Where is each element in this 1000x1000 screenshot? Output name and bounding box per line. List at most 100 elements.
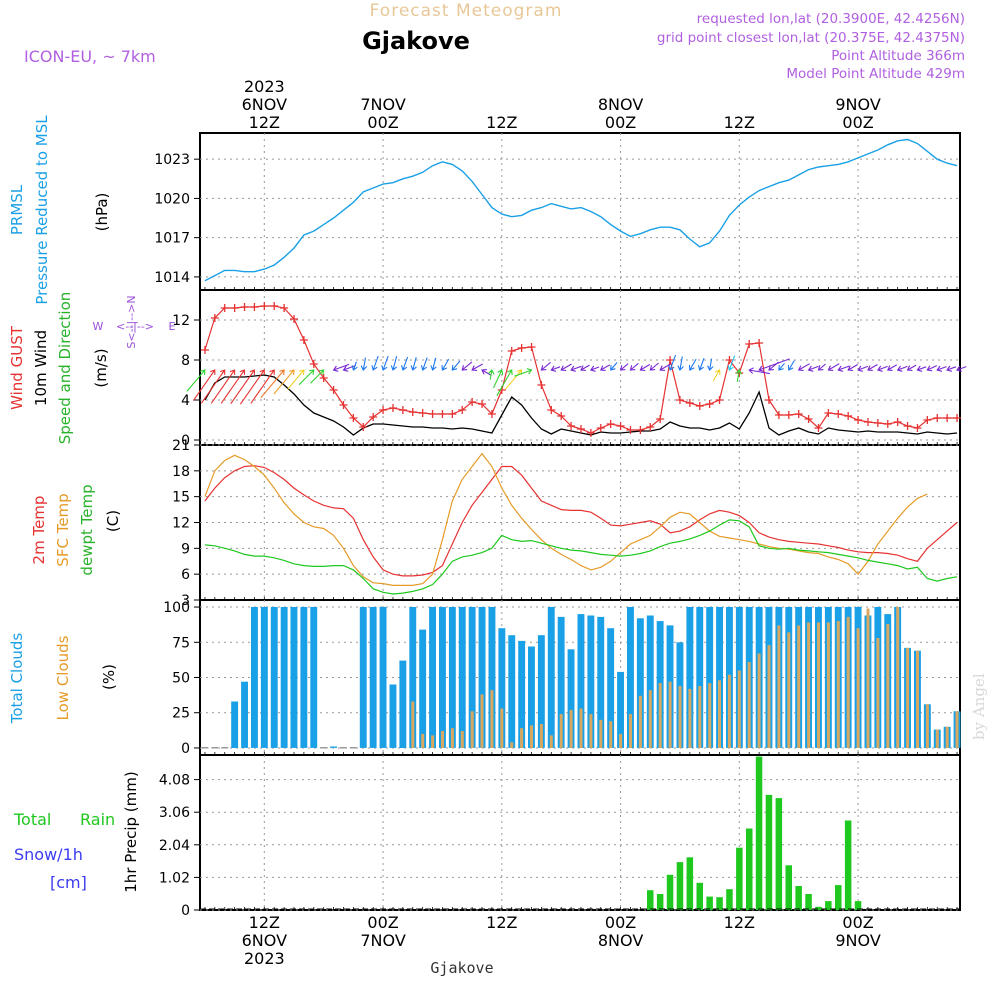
- low-cloud-bar: [530, 725, 533, 748]
- temp-label-2m: 2m Temp: [30, 496, 48, 565]
- wind-arrow: [186, 369, 206, 392]
- top-time-label: 00Z: [605, 113, 636, 132]
- total-cloud-bar: [547, 607, 555, 748]
- precip-label-rain: Rain: [80, 810, 115, 829]
- gust-marker: [863, 418, 872, 426]
- wind-label-gust: Wind GUST: [8, 325, 26, 410]
- bottom-time-label: 12Z: [249, 913, 280, 932]
- total-cloud-bar: [557, 616, 565, 748]
- gust-marker: [230, 304, 239, 312]
- wind-arrow: [837, 365, 850, 372]
- wind-arrow: [351, 361, 358, 371]
- gust-marker: [240, 303, 249, 311]
- low-cloud-bar: [906, 647, 910, 748]
- wind-arrow: [847, 364, 858, 371]
- low-cloud-bar: [876, 638, 880, 748]
- low-cloud-bar: [411, 701, 415, 748]
- gust-marker: [705, 400, 714, 408]
- rain-bar: [696, 882, 703, 910]
- low-cloud-bar: [549, 735, 553, 748]
- low-cloud-bar: [886, 624, 890, 748]
- low-cloud-bar: [450, 728, 454, 748]
- gust-marker: [943, 414, 952, 422]
- gust-marker: [260, 302, 269, 310]
- wind-arrow: [956, 365, 967, 372]
- wind-arrow: [514, 368, 533, 377]
- bottom-time-label: 00Z: [367, 913, 398, 932]
- total-cloud-bar: [488, 607, 496, 748]
- precip-bars: [200, 756, 960, 910]
- total-cloud-bar: [429, 607, 436, 748]
- y-tick-label: 25: [172, 706, 190, 722]
- y-tick-label: 3: [181, 593, 190, 609]
- wind-arrow: [712, 369, 721, 382]
- low-cloud-bar: [421, 733, 425, 748]
- gust-marker: [903, 422, 912, 430]
- gust-marker: [339, 401, 348, 409]
- rain-bar: [755, 756, 763, 910]
- rain-bar: [746, 828, 753, 910]
- wind-arrow: [342, 364, 356, 372]
- gust-marker: [576, 425, 585, 433]
- wind-arrow: [619, 363, 629, 371]
- wind-arrow: [298, 369, 315, 386]
- gust-marker: [329, 386, 338, 394]
- gust-marker: [586, 429, 595, 437]
- total-cloud-bar: [577, 614, 585, 748]
- wind-arrow: [639, 364, 651, 371]
- wind-arrow: [629, 362, 639, 371]
- low-cloud-bar: [688, 688, 692, 748]
- top-time-label: 12Z: [724, 113, 755, 132]
- bottom-time-label: 9NOV: [835, 931, 880, 950]
- watermark: by Angel: [970, 673, 988, 740]
- y-tick-label: 0: [181, 903, 190, 919]
- gust-marker: [547, 406, 556, 414]
- total-cloud-bar: [419, 629, 427, 748]
- y-tick-label: 3.06: [159, 805, 190, 821]
- rain-bar: [666, 874, 674, 910]
- gust-marker: [636, 426, 645, 434]
- wind-arrow: [787, 360, 795, 371]
- gust-marker: [388, 404, 397, 412]
- wind-arrow: [817, 363, 826, 371]
- rain-bar: [716, 897, 723, 910]
- wind-arrow: [260, 369, 285, 399]
- wind-arrow: [807, 365, 819, 372]
- wind-arrow: [220, 369, 246, 404]
- low-cloud-bar: [629, 714, 632, 748]
- gust-marker: [854, 416, 863, 424]
- pressure-unit: (hPa): [93, 193, 111, 232]
- y-tick-label: 9: [181, 541, 190, 557]
- low-cloud-bar: [698, 686, 702, 748]
- wind-arrow: [599, 364, 611, 371]
- wind-arrow: [748, 367, 770, 375]
- total-cloud-bar: [241, 681, 248, 748]
- bottom-time-label: 12Z: [724, 913, 755, 932]
- y-tick-label: 6: [181, 567, 190, 583]
- low-cloud-bar: [737, 670, 741, 748]
- dewpt-line: [204, 519, 958, 595]
- rain-bar: [815, 906, 822, 910]
- low-cloud-bar: [441, 731, 444, 748]
- total-cloud-bar: [636, 618, 644, 748]
- wind-arrow: [560, 363, 572, 371]
- bottom-time-label: 6NOV: [242, 931, 287, 950]
- wind-arrow: [735, 369, 742, 382]
- total-cloud-bar: [528, 646, 535, 748]
- gust-marker: [448, 410, 457, 418]
- y-tick-label: 8: [181, 353, 190, 369]
- precip-unit: 1hr Precip (mm): [122, 771, 140, 892]
- gust-marker: [794, 410, 803, 418]
- panel-pressure: 1014 1017 1020 1023: [154, 132, 961, 291]
- total-cloud-bar: [409, 607, 417, 748]
- precip-label-total: Total: [13, 810, 51, 829]
- requested-coords: requested lon,lat (20.3900E, 42.4256N): [697, 11, 965, 27]
- total-cloud-bar: [290, 607, 298, 748]
- gust-marker: [290, 315, 299, 323]
- low-cloud-bar: [925, 704, 929, 748]
- gust-marker: [438, 410, 447, 418]
- total-cloud-bar: [478, 607, 486, 748]
- total-cloud-bar: [379, 607, 387, 748]
- y-tick-label: 1020: [154, 191, 190, 207]
- rain-bar: [785, 865, 792, 910]
